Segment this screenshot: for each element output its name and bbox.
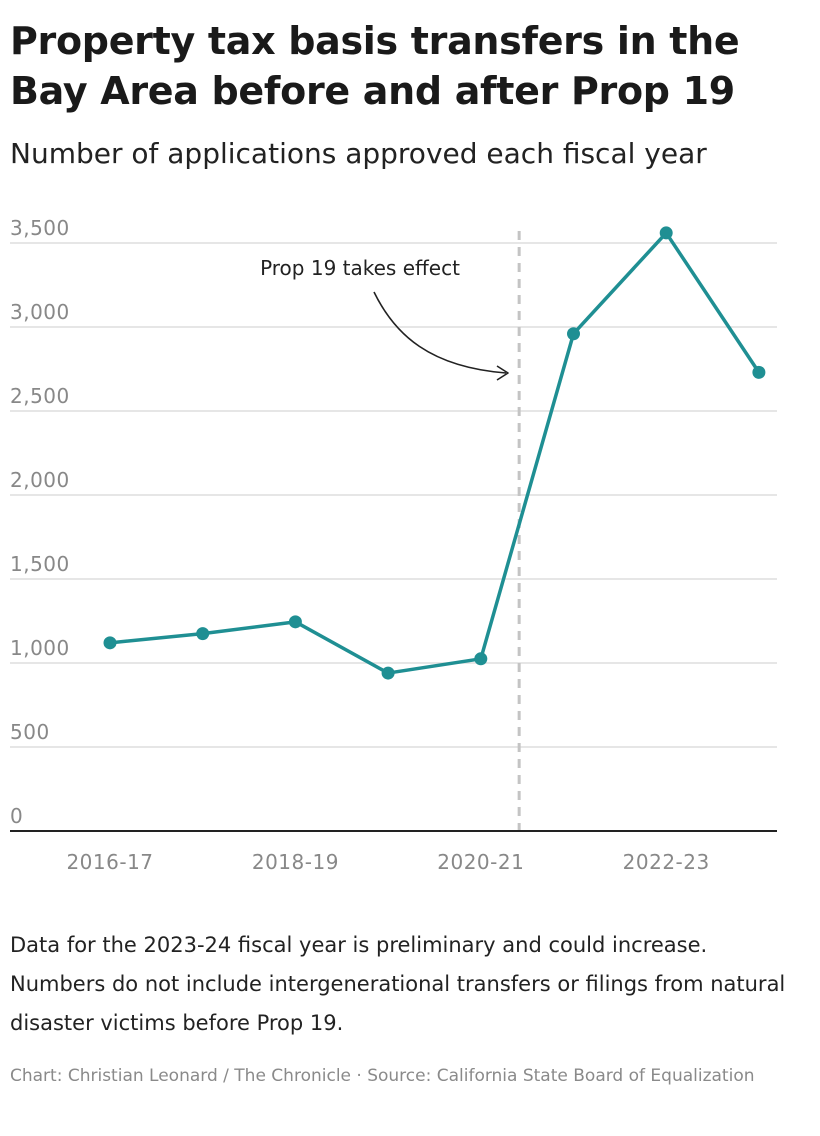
x-tick-label: 2022-23 <box>623 850 710 874</box>
source-credit: Chart: Christian Leonard / The Chronicle… <box>10 1066 755 1086</box>
y-tick-label: 1,500 <box>10 552 70 576</box>
x-axis-labels: 2016-17 2018-19 2020-21 2022-23 <box>66 850 709 874</box>
y-tick-label: 500 <box>10 720 50 744</box>
x-tick-label: 2016-17 <box>66 850 153 874</box>
prop19-marker: Prop 19 takes effect <box>260 231 521 831</box>
gridlines <box>10 242 777 748</box>
chart-title: Property tax basis transfers in the Bay … <box>10 19 740 113</box>
data-point <box>103 636 117 650</box>
data-point <box>474 652 488 666</box>
annotation-arrow <box>373 291 507 374</box>
chart-subtitle: Number of applications approved each fis… <box>10 137 707 170</box>
y-tick-label: 0 <box>10 804 23 828</box>
data-point <box>381 666 395 680</box>
x-tick-label: 2020-21 <box>437 850 524 874</box>
line-chart: 0 500 1,000 1,500 2,000 2,500 3,000 3,500 Prop … <box>0 195 820 895</box>
data-point <box>288 615 302 629</box>
y-tick-label: 3,000 <box>10 300 70 324</box>
x-tick-label: 2018-19 <box>252 850 339 874</box>
data-point <box>752 365 766 379</box>
data-point <box>567 327 580 341</box>
chart-canvas: 0 500 1,000 1,500 2,000 2,500 3,000 3,500 Prop … <box>10 216 777 874</box>
series <box>103 226 766 680</box>
y-axis-labels: 0 500 1,000 1,500 2,000 2,500 3,000 3,500 <box>10 216 70 828</box>
y-tick-label: 2,500 <box>10 384 70 408</box>
annotation-arrowhead <box>496 365 509 381</box>
data-point <box>196 627 210 641</box>
series-line <box>109 231 761 675</box>
y-tick-label: 3,500 <box>10 216 70 240</box>
annotation-label: Prop 19 takes effect <box>260 256 460 280</box>
y-tick-label: 2,000 <box>10 468 70 492</box>
footnote: Data for the 2023-24 fiscal year is prel… <box>10 933 786 1035</box>
data-point <box>659 226 673 240</box>
y-tick-label: 1,000 <box>10 636 70 660</box>
